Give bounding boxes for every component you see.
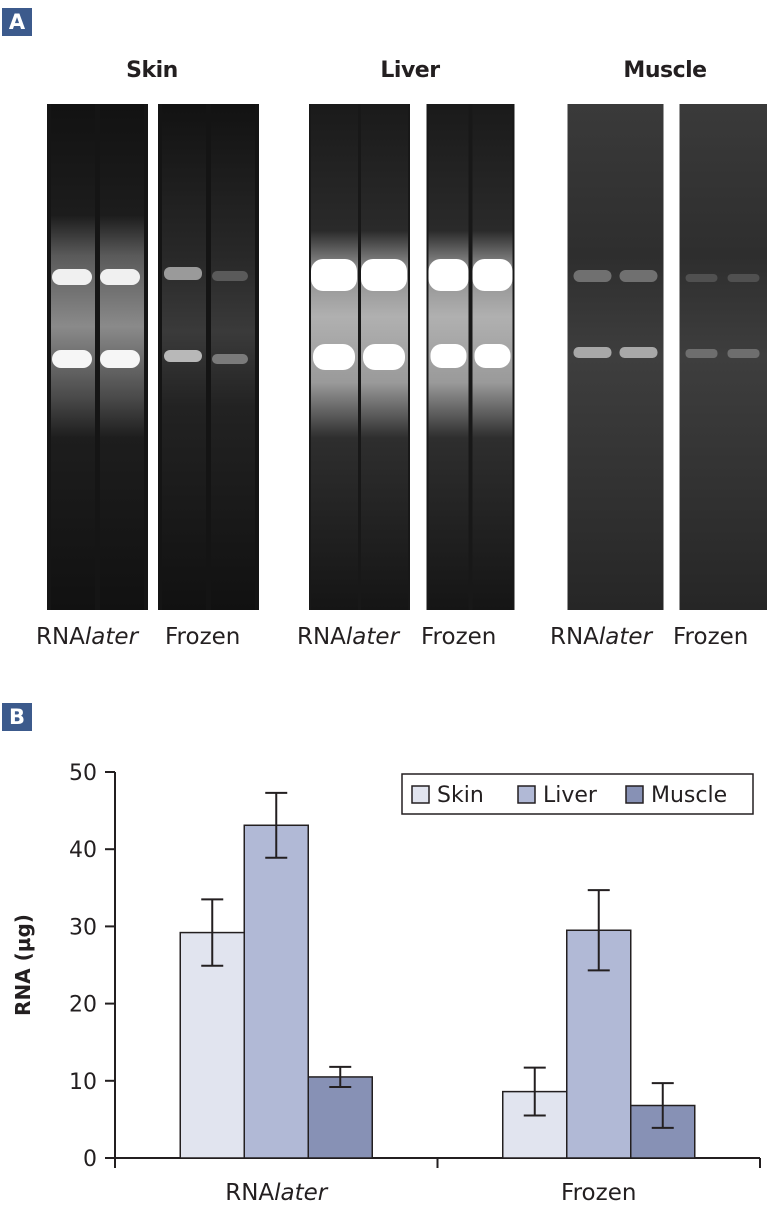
y-tick-label: 50 (69, 761, 97, 786)
gel-image-muscle-frozen (679, 104, 767, 610)
y-tick-label: 30 (69, 915, 97, 940)
legend-swatch-liver (517, 785, 536, 804)
y-tick-label: 40 (69, 838, 97, 863)
lane-label-muscle-rnalater: RNAlater (550, 624, 653, 650)
panel-a-badge: A (2, 8, 32, 36)
lane-label-skin-frozen: Frozen (165, 624, 241, 650)
lane-label-muscle-frozen: Frozen (673, 624, 749, 650)
y-tick-label: 0 (83, 1147, 97, 1172)
x-category-label: RNAlater (225, 1180, 329, 1206)
gel-image-muscle-rnalater (567, 104, 664, 610)
bar-skin-0 (179, 931, 245, 1159)
gel-image-liver-frozen (426, 104, 515, 610)
legend-label-skin: Skin (437, 783, 484, 808)
tissue-title-muscle: Muscle (623, 58, 707, 83)
x-category-label: Frozen (561, 1180, 636, 1206)
legend-box (401, 773, 754, 815)
legend-label-liver: Liver (543, 783, 598, 808)
tissue-title-skin: Skin (126, 58, 178, 83)
bar-liver-0 (243, 824, 309, 1159)
gel-image-skin-frozen (158, 104, 259, 610)
bar-muscle-0 (307, 1076, 373, 1159)
gel-image-skin-rnalater (47, 104, 148, 610)
lane-label-skin-rnalater: RNAlater (36, 624, 139, 650)
lane-label-liver-rnalater: RNAlater (297, 624, 400, 650)
legend-swatch-skin (411, 785, 430, 804)
panel-b-badge: B (2, 703, 32, 731)
y-tick-label: 20 (69, 993, 97, 1018)
y-axis-label: RNA (µg) (11, 914, 35, 1016)
legend-label-muscle: Muscle (651, 783, 727, 808)
legend-swatch-muscle (625, 785, 644, 804)
gel-image-liver-rnalater (309, 104, 410, 610)
y-tick-label: 10 (69, 1070, 97, 1095)
bar-chart: 0 10 20 30 40 50 RNA (µg) RNAlater Frozen Skin Liv… (11, 761, 761, 1206)
lane-label-liver-frozen: Frozen (421, 624, 497, 650)
tissue-title-liver: Liver (380, 58, 440, 83)
